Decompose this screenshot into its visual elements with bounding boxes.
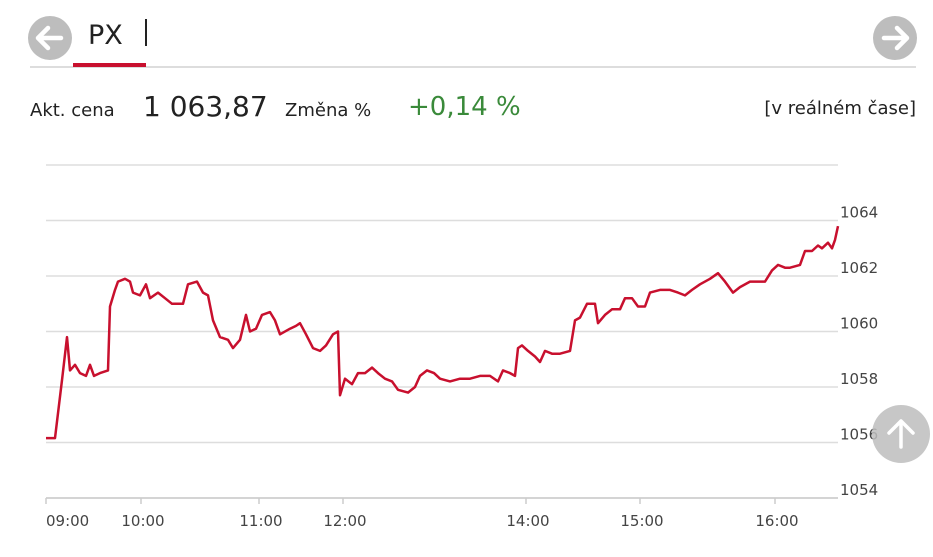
y-tick-label: 1060 [840,315,878,333]
x-tick-label: 11:00 [239,512,282,530]
change: +0,14 % [408,92,521,122]
x-tick-label: 14:00 [506,512,549,530]
x-tick-label: 09:00 [46,512,89,530]
y-tick-label: 1064 [840,204,878,222]
chart: 1054 1056 1058 1060 1062 1064 09:00 10:00 11:00 1… [45,164,878,530]
price: 1 063,87 [143,90,268,123]
price-line [46,225,840,440]
x-tick-label: 12:00 [323,512,366,530]
x-tick-label: 16:00 [755,512,798,530]
x-tick-label: 15:00 [620,512,663,530]
back-button[interactable] [28,16,72,60]
realtime-note: [v reálném čase] [764,98,916,119]
scroll-top-button[interactable] [872,405,930,463]
tab-title[interactable]: PX [88,20,123,51]
price-label: Akt. cena [30,100,115,121]
y-tick-label: 1062 [840,259,878,277]
y-tick-label: 1054 [840,481,878,499]
y-tick-label: 1058 [840,370,878,388]
x-tick-label: 10:00 [121,512,164,530]
forward-button[interactable] [873,16,917,60]
change-label: Změna % [285,100,371,121]
y-tick-label: 1056 [840,426,878,444]
